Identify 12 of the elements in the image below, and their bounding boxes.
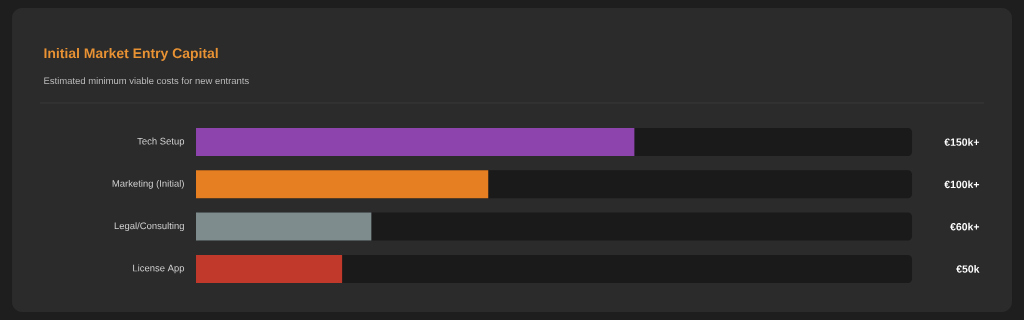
y-tick-label: Marketing (Initial) (112, 179, 184, 189)
data-label: €150k+ (944, 138, 980, 146)
data-label: €100k+ (944, 180, 980, 189)
y-tick-label: Tech Setup (137, 137, 185, 147)
bar (196, 254, 343, 283)
bar (196, 212, 372, 241)
data-label: €60k+ (950, 222, 980, 231)
y-tick-label: Legal/Consulting (114, 222, 184, 232)
data-label: €50k (956, 265, 980, 273)
y-tick-label: License App (133, 264, 185, 274)
chart-title: Initial Market Entry Capital (44, 47, 218, 61)
chart-subtitle: Estimated minimum viable costs for new entrants (44, 77, 249, 85)
